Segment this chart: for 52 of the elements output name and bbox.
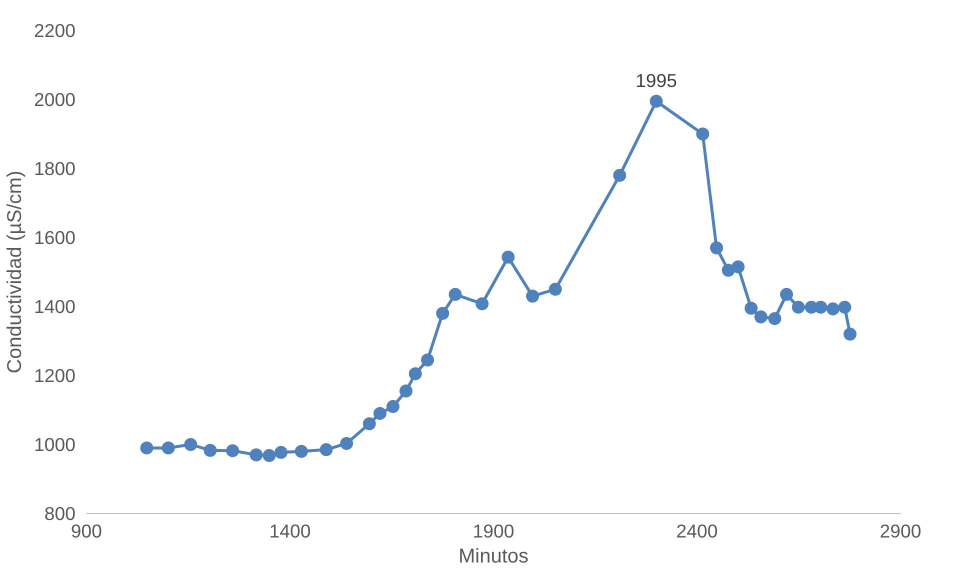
y-tick-label: 1000 — [34, 434, 76, 455]
y-tick-label: 1600 — [34, 227, 76, 248]
y-tick-label: 2000 — [34, 89, 76, 110]
point — [732, 260, 745, 274]
point — [140, 441, 154, 454]
point — [184, 438, 198, 451]
point — [373, 406, 386, 420]
x-tick-label: 2900 — [880, 520, 922, 542]
point — [838, 300, 852, 314]
point — [792, 300, 805, 314]
point — [526, 290, 540, 303]
point — [294, 444, 308, 458]
point — [780, 288, 794, 301]
point — [710, 241, 724, 254]
x-axis-title: Minutos — [458, 546, 529, 568]
x-tick-label: 2400 — [676, 520, 718, 542]
point — [476, 297, 489, 310]
point — [250, 448, 263, 462]
y-tick-label: 2200 — [34, 20, 76, 41]
point — [826, 302, 840, 316]
point — [436, 306, 450, 320]
point — [844, 328, 857, 341]
point — [548, 282, 562, 296]
point — [421, 353, 434, 366]
x-tick-label: 1400 — [269, 520, 311, 542]
point — [502, 250, 515, 264]
point — [744, 302, 758, 315]
point — [722, 264, 735, 277]
x-tick-label: 1900 — [472, 520, 514, 542]
y-tick-label: 1200 — [34, 365, 76, 386]
point — [204, 444, 217, 457]
point — [362, 417, 376, 430]
point — [768, 312, 782, 326]
point — [320, 443, 333, 456]
point — [696, 128, 710, 140]
point — [162, 441, 175, 454]
y-axis-title: Conductividad (µS/cm) — [4, 170, 26, 374]
point — [408, 367, 422, 380]
point — [262, 449, 276, 462]
point — [274, 446, 288, 459]
point — [386, 400, 400, 414]
y-tick-label: 1400 — [34, 296, 76, 317]
point — [226, 444, 240, 458]
point — [650, 94, 663, 108]
annotation: 1995 — [636, 70, 678, 92]
point — [399, 384, 412, 398]
point — [448, 288, 462, 301]
point — [814, 300, 828, 314]
point — [340, 436, 354, 450]
y-tick-label: 1800 — [34, 158, 76, 179]
point — [613, 168, 626, 182]
point — [754, 310, 768, 324]
